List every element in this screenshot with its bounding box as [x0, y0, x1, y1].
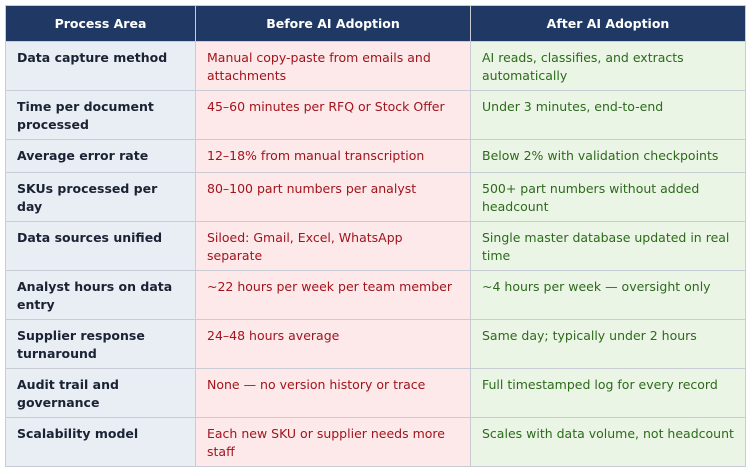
- table-cell: Below 2% with validation checkpoints: [470, 139, 746, 173]
- table-row: Audit trail and governance None — no vers…: [5, 368, 746, 418]
- table-cell: 500+ part numbers without added headcoun…: [470, 172, 746, 222]
- header-cell: Before AI Adoption: [195, 5, 471, 42]
- table-cell: Siloed: Gmail, Excel, WhatsApp separate: [195, 221, 471, 271]
- row-label: SKUs processed per day: [5, 172, 196, 222]
- table-cell: AI reads, classifies, and extracts autom…: [470, 41, 746, 91]
- table-cell: 45–60 minutes per RFQ or Stock Offer: [195, 90, 471, 140]
- table-row: Time per document processed 45–60 minutes…: [5, 90, 746, 140]
- table-row: Analyst hours on data entry ~22 hours per…: [5, 270, 746, 320]
- page: {"header": {"columns": ["Process Area", …: [5, 5, 746, 467]
- row-label: Analyst hours on data entry: [5, 270, 196, 320]
- table-cell: Same day; typically under 2 hours: [470, 319, 746, 369]
- table-cell: 80–100 part numbers per analyst: [195, 172, 471, 222]
- row-label: Data capture method: [5, 41, 196, 91]
- table-row: Data capture method Manual copy-paste fro…: [5, 41, 746, 91]
- table-cell: None — no version history or trace: [195, 368, 471, 418]
- table-cell: Single master database updated in real t…: [470, 221, 746, 271]
- table-cell: Scales with data volume, not headcount: [470, 417, 746, 467]
- header-cell: Process Area: [5, 5, 196, 42]
- table-row: Data sources unified Siloed: Gmail, Excel…: [5, 221, 746, 271]
- comparison-table: Process Area Before AI Adoption After AI A…: [5, 5, 746, 467]
- table-cell: Under 3 minutes, end-to-end: [470, 90, 746, 140]
- table-cell: Each new SKU or supplier needs more staf…: [195, 417, 471, 467]
- table-row: Supplier response turnaround 24–48 hours …: [5, 319, 746, 369]
- table-row: Scalability model Each new SKU or supplie…: [5, 417, 746, 467]
- row-label: Audit trail and governance: [5, 368, 196, 418]
- row-label: Time per document processed: [5, 90, 196, 140]
- table-cell: Manual copy-paste from emails and attach…: [195, 41, 471, 91]
- header-cell: After AI Adoption: [470, 5, 746, 42]
- row-label: Supplier response turnaround: [5, 319, 196, 369]
- table-cell: ~22 hours per week per team member: [195, 270, 471, 320]
- table-row: SKUs processed per day 80–100 part number…: [5, 172, 746, 222]
- table-cell: Full timestamped log for every record: [470, 368, 746, 418]
- table-cell: 24–48 hours average: [195, 319, 471, 369]
- table-container: Process Area Before AI Adoption After AI A…: [5, 5, 746, 467]
- table-body: Data capture method Manual copy-paste fro…: [5, 41, 746, 467]
- row-label: Average error rate: [5, 139, 196, 173]
- row-label: Data sources unified: [5, 221, 196, 271]
- row-label: Scalability model: [5, 417, 196, 467]
- table-cell: 12–18% from manual transcription: [195, 139, 471, 173]
- table-row: Average error rate 12–18% from manual tra…: [5, 139, 746, 173]
- table-cell: ~4 hours per week — oversight only: [470, 270, 746, 320]
- header-row: Process Area Before AI Adoption After AI A…: [5, 5, 746, 42]
